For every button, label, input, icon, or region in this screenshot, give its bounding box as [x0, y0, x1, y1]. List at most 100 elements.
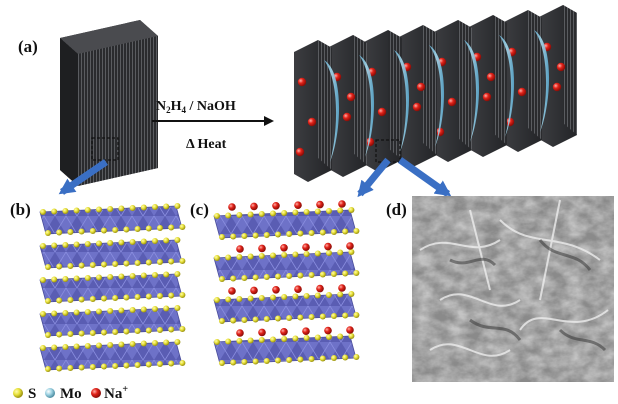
- na-ion: [324, 242, 332, 251]
- s-atom: [89, 262, 96, 268]
- na-ion: [517, 87, 527, 97]
- s-atom: [348, 333, 355, 339]
- s-atom: [140, 306, 147, 313]
- s-atom: [78, 330, 85, 337]
- s-atom: [129, 273, 136, 279]
- na-ion: [280, 244, 288, 252]
- s-atom: [314, 292, 321, 299]
- s-atom: [230, 359, 237, 366]
- blue-arrow-to-b: [58, 159, 108, 195]
- s-atom: [51, 208, 58, 215]
- s-atom: [286, 357, 293, 363]
- s-atom: [247, 211, 254, 218]
- s-atom: [112, 227, 119, 233]
- s-atom: [56, 331, 63, 338]
- s-atom: [230, 317, 237, 324]
- s-atom: [314, 208, 321, 215]
- s-atom: [241, 275, 248, 281]
- legend-s-swatch: [13, 388, 23, 398]
- blue-arrow-to-d: [397, 157, 452, 197]
- s-atom: [314, 334, 321, 341]
- s-atom: [101, 295, 107, 302]
- s-atom: [225, 254, 232, 261]
- s-atom: [56, 297, 63, 304]
- mos2-layer: [213, 242, 360, 282]
- s-atom: [297, 272, 304, 279]
- s-atom: [152, 306, 158, 312]
- s-atom: [62, 208, 69, 214]
- s-atom: [353, 228, 360, 234]
- mos2-layer: [39, 339, 186, 372]
- s-atom: [303, 209, 310, 215]
- s-atom: [168, 360, 175, 367]
- s-atom: [129, 341, 136, 347]
- s-atom: [84, 275, 91, 281]
- mos2-layer: [39, 237, 186, 270]
- s-atom: [67, 365, 74, 371]
- s-atom: [145, 259, 152, 266]
- s-atom: [219, 234, 225, 240]
- s-atom: [303, 251, 310, 257]
- s-atom: [270, 252, 276, 259]
- s-atom: [275, 357, 281, 364]
- s-atom: [292, 251, 299, 258]
- s-atom: [270, 210, 276, 217]
- s-atom: [89, 330, 96, 336]
- s-atom: [56, 229, 63, 236]
- s-atom: [123, 226, 130, 233]
- s-atom: [73, 207, 80, 214]
- s-atom: [101, 261, 107, 268]
- s-atom: [145, 361, 152, 368]
- s-atom: [342, 354, 349, 361]
- s-atom: [241, 317, 248, 323]
- crystal-structure-intercalated: [213, 200, 360, 366]
- s-atom: [73, 241, 80, 248]
- s-atom: [67, 297, 74, 303]
- na-ion: [447, 97, 457, 107]
- s-atom: [140, 340, 147, 347]
- s-atom: [263, 232, 270, 238]
- s-atom: [89, 296, 96, 302]
- s-atom: [286, 231, 293, 237]
- s-atom: [331, 355, 337, 361]
- na-ion: [302, 327, 310, 336]
- s-atom: [174, 271, 181, 277]
- s-atom: [45, 366, 51, 372]
- na-ion: [346, 326, 354, 334]
- s-atom: [140, 238, 147, 245]
- s-atom: [163, 305, 170, 312]
- s-atom: [319, 229, 326, 236]
- s-atom: [78, 296, 85, 303]
- s-atom: [353, 270, 360, 276]
- s-atom: [73, 309, 80, 316]
- na-ion: [552, 82, 562, 92]
- na-ion: [346, 242, 354, 250]
- na-ion: [302, 243, 310, 251]
- s-atom: [107, 240, 114, 246]
- s-atom: [303, 335, 310, 341]
- na-ion: [294, 285, 302, 294]
- na-ion: [412, 102, 422, 112]
- sem-micrograph: [412, 196, 614, 382]
- s-atom: [258, 211, 265, 217]
- s-atom: [281, 252, 288, 258]
- s-atom: [107, 342, 114, 348]
- legend-s-label: S: [28, 386, 36, 402]
- s-atom: [145, 327, 152, 334]
- s-atom: [230, 275, 237, 282]
- s-atom: [73, 275, 80, 282]
- na-ion: [280, 328, 288, 336]
- s-atom: [326, 250, 332, 256]
- s-atom: [225, 338, 232, 345]
- s-atom: [84, 207, 91, 213]
- s-atom: [337, 207, 344, 214]
- na-ion: [316, 200, 324, 209]
- s-atom: [152, 272, 158, 278]
- s-atom: [40, 209, 46, 215]
- na-ion: [258, 328, 266, 337]
- na-ion: [416, 82, 426, 92]
- s-atom: [348, 291, 355, 297]
- s-atom: [331, 313, 337, 319]
- s-atom: [337, 249, 344, 256]
- expanded-sheet: [399, 25, 445, 167]
